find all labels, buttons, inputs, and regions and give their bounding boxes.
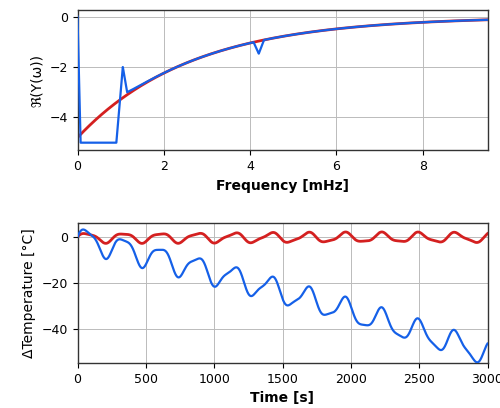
Y-axis label: ℜ(Y(ω)): ℜ(Y(ω)): [30, 54, 44, 107]
Y-axis label: ΔTemperature [°C]: ΔTemperature [°C]: [22, 228, 36, 358]
X-axis label: Time [s]: Time [s]: [250, 391, 314, 406]
X-axis label: Frequency [mHz]: Frequency [mHz]: [216, 179, 349, 193]
